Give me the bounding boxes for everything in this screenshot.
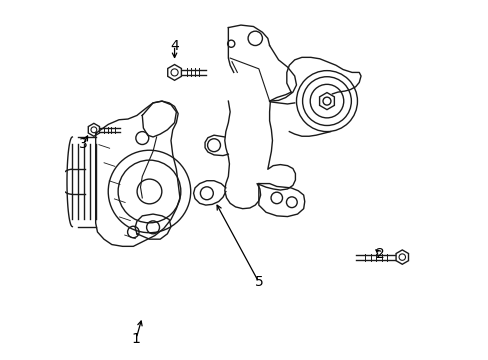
Text: 4: 4 bbox=[170, 39, 179, 53]
Text: 1: 1 bbox=[131, 332, 141, 346]
Text: 3: 3 bbox=[79, 137, 87, 151]
Text: 2: 2 bbox=[375, 247, 384, 261]
Text: 5: 5 bbox=[254, 275, 263, 289]
